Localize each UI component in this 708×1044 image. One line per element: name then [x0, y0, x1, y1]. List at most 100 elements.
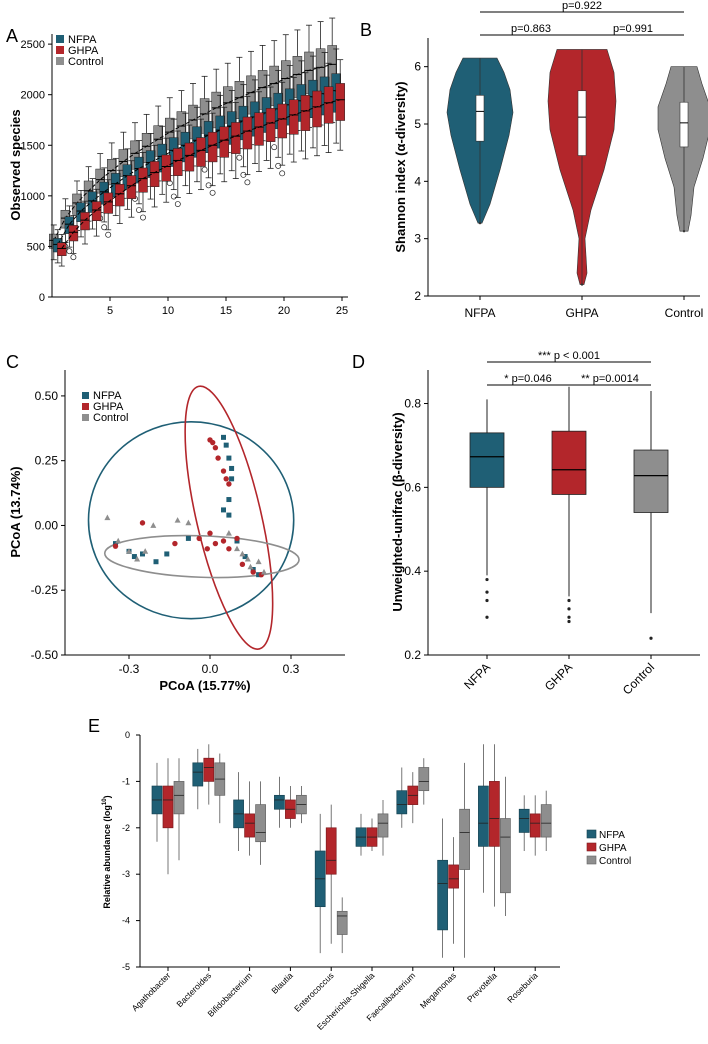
e-y-axis-label-sup: 10 [102, 798, 108, 805]
d-y-tick-label: 0.2 [404, 648, 421, 662]
c-point-ghpa [139, 520, 146, 526]
a-x-tick-label: 20 [278, 305, 290, 317]
a-outlier [70, 254, 77, 261]
b-violin-box [679, 101, 689, 148]
b-p-value: p=0.863 [511, 23, 551, 35]
e-x-tick-label: Enterococcus [292, 970, 335, 1013]
b-violin-box [577, 90, 587, 156]
e-legend-swatch-ghpa [586, 842, 597, 852]
c-point-ghpa [234, 535, 240, 542]
c-point-control [225, 530, 232, 536]
a-box-ghpa [149, 161, 160, 187]
c-point-nfpa [242, 554, 248, 560]
d-outlier [649, 636, 653, 640]
c-point-nfpa [221, 507, 226, 513]
a-median-line-control [53, 63, 333, 241]
b-p-value: p=0.922 [562, 0, 602, 12]
c-point-nfpa [140, 551, 145, 557]
b-y-axis-label: Shannon index (α-diversity) [393, 81, 408, 252]
b-y-tick-label: 3 [414, 232, 421, 246]
d-p-value: *** p < 0.001 [538, 350, 600, 362]
a-box-ghpa [103, 192, 113, 214]
d-p-value: * p=0.046 [504, 373, 551, 385]
panel-label-d: D [352, 352, 365, 372]
c-y-tick-label: 0.50 [35, 389, 59, 403]
a-box-ghpa [57, 242, 67, 256]
d-outlier [485, 598, 489, 603]
a-x-tick-label: 25 [336, 305, 348, 317]
a-outlier [201, 166, 208, 173]
d-outlier [485, 577, 489, 582]
b-violin-min-point [580, 283, 584, 286]
c-point-ghpa [112, 543, 119, 549]
c-point-nfpa [229, 465, 235, 471]
c-point-nfpa [131, 554, 137, 560]
a-legend-swatch-nfpa [56, 35, 64, 43]
c-point-ghpa [220, 468, 227, 474]
e-box-nfpa [396, 790, 408, 815]
c-ellipse-control [103, 534, 300, 579]
c-point-control [150, 522, 157, 528]
panel-c-pcoa: -0.50 -0.25 0.00 0.25 0.50 -0.3 0.0 0.3 PCoA (… [8, 370, 345, 693]
e-y-axis-label-end: ) [102, 795, 112, 798]
c-x-tick-label: 0.0 [202, 662, 219, 676]
e-box-control [500, 818, 511, 894]
b-violin-control [657, 66, 708, 232]
a-box-ghpa [289, 99, 299, 135]
a-outlier [279, 170, 286, 177]
panel-e-relative-abundance: -5-4-3-2-10 Agathobacter BacteroidesBifid… [102, 730, 631, 1032]
c-point-control [261, 568, 267, 575]
d-outlier [485, 615, 489, 619]
a-legend-label-nfpa: NFPA [68, 34, 97, 46]
e-y-tick-label: 0 [125, 730, 130, 740]
a-y-tick-label: 500 [27, 241, 45, 253]
c-point-control [134, 555, 141, 562]
c-point-ghpa [210, 439, 216, 446]
e-x-tick-label: Agathobacter [130, 970, 173, 1013]
a-outlier [101, 224, 108, 231]
c-point-ghpa [212, 540, 219, 547]
c-point-nfpa [164, 551, 170, 557]
d-box-nfpa [469, 432, 505, 488]
b-y-tick-label: 4 [414, 174, 421, 188]
e-box-ghpa [325, 827, 337, 875]
a-box-ghpa [161, 154, 171, 182]
e-x-tick-label: Megamonas [418, 970, 458, 1010]
c-x-tick-label: 0.3 [283, 662, 300, 676]
c-point-nfpa [221, 434, 226, 440]
panel-label-e: E [88, 716, 100, 736]
c-point-control [234, 545, 240, 552]
a-x-tick-label: 15 [220, 305, 232, 317]
panel-label-c: C [6, 352, 19, 372]
e-x-tick-label: Roseburia [505, 970, 540, 1005]
e-box-ghpa [448, 864, 459, 889]
e-box-ghpa [244, 813, 255, 838]
a-outlier [174, 201, 181, 207]
c-point-ghpa [204, 546, 210, 552]
c-point-ghpa [220, 538, 227, 544]
a-box-ghpa [138, 167, 148, 193]
c-y-axis-label: PCoA (13.74%) [8, 466, 23, 557]
c-point-nfpa [226, 512, 232, 518]
c-legend-label-nfpa: NFPA [93, 390, 122, 402]
e-box-nfpa [274, 794, 285, 810]
c-legend-swatch-nfpa [82, 392, 89, 399]
b-violin-box [475, 95, 485, 142]
c-point-control [115, 537, 122, 544]
c-y-tick-label: 0.25 [35, 454, 59, 468]
c-point-control [142, 548, 149, 554]
a-outlier [170, 193, 177, 200]
e-y-tick-label: -4 [122, 916, 130, 926]
a-y-tick-label: 1500 [21, 140, 45, 152]
e-box-ghpa [489, 781, 500, 847]
a-box-ghpa [115, 183, 125, 207]
d-x-tick-label-control: Control [620, 660, 657, 697]
e-y-axis-label: Relative abundance (log10) [102, 795, 112, 908]
d-y-axis-label: Unweighted-unifrac (β-diversity) [390, 412, 405, 611]
a-outlier [275, 162, 282, 169]
e-box-ghpa [162, 785, 174, 829]
a-legend-swatch-ghpa [56, 46, 64, 54]
a-outlier [271, 144, 278, 151]
a-box-ghpa [68, 225, 79, 242]
